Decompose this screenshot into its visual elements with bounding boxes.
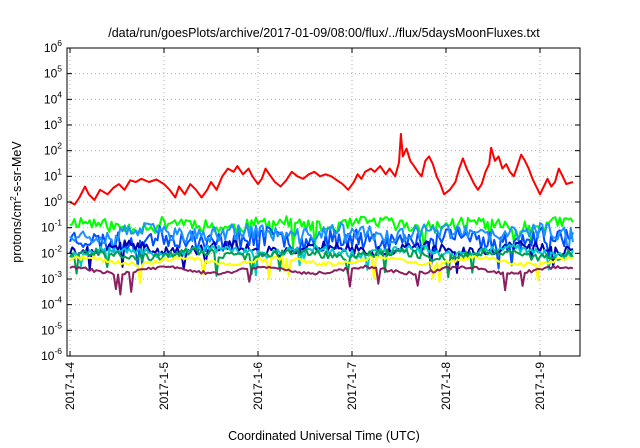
series-line-4 (69, 222, 574, 255)
y-axis-label-base: protons/cm (10, 201, 24, 263)
series-line-1 (69, 132, 574, 206)
y-tick-label: 10-6 (41, 346, 62, 363)
x-tick-label: 2017-1-6 (251, 362, 265, 410)
x-tick-label: 2017-1-8 (439, 362, 453, 410)
y-tick-exponent: 6 (57, 38, 62, 48)
y-tick-label: 105 (44, 64, 62, 81)
ticks-group (67, 47, 580, 357)
y-tick-exponent: -5 (54, 320, 62, 330)
grid (67, 48, 580, 356)
y-tick-mantissa: 10 (44, 92, 58, 106)
y-tick-exponent: 0 (57, 192, 62, 202)
y-tick-exponent: -2 (54, 243, 62, 253)
series-line-9 (69, 264, 574, 296)
y-tick-exponent: 3 (57, 115, 62, 125)
y-tick-label: 103 (44, 115, 62, 132)
y-tick-mantissa: 10 (44, 67, 58, 81)
y-tick-exponent: -3 (54, 269, 62, 279)
y-tick-label: 10-5 (41, 320, 62, 337)
y-tick-mantissa: 10 (41, 221, 55, 235)
y-tick-label: 100 (44, 192, 62, 209)
y-tick-mantissa: 10 (41, 349, 55, 363)
y-axis-label-sup: 2 (8, 196, 18, 201)
chart-title: /data/run/goesPlots/archive/2017-01-09/0… (108, 26, 540, 40)
y-tick-label: 10-4 (41, 295, 62, 312)
y-tick-mantissa: 10 (44, 169, 58, 183)
y-tick-mantissa: 10 (44, 144, 58, 158)
x-axis-label: Coordinated Universal Time (UTC) (228, 429, 420, 443)
y-tick-exponent: 2 (57, 141, 62, 151)
y-tick-mantissa: 10 (41, 246, 55, 260)
y-tick-mantissa: 10 (41, 298, 55, 312)
series-line-7 (69, 247, 574, 279)
y-tick-exponent: -1 (54, 218, 62, 228)
y-tick-mantissa: 10 (44, 118, 58, 132)
y-tick-label: 10-3 (41, 269, 62, 286)
y-tick-label: 101 (44, 166, 62, 183)
y-tick-mantissa: 10 (41, 323, 55, 337)
y-tick-label: 104 (44, 89, 62, 106)
x-tick-label: 2017-1-7 (345, 362, 359, 410)
x-tick-label: 2017-1-4 (63, 362, 77, 410)
series-line-8 (69, 255, 574, 285)
y-tick-exponent: -4 (54, 295, 62, 305)
y-tick-label: 106 (44, 38, 62, 55)
y-axis-label-rest: -s-sr-MeV (10, 141, 24, 197)
x-tick-labels: 2017-1-4 2017-1-5 2017-1-6 2017-1-7 2017-1-8… (63, 362, 547, 410)
x-tick-label: 2017-1-9 (533, 362, 547, 410)
y-tick-exponent: -6 (54, 346, 62, 356)
y-tick-label: 102 (44, 141, 62, 158)
x-tick-label: 2017-1-5 (157, 362, 171, 410)
y-tick-labels: 10-610-510-410-310-210-11001011021031041… (41, 38, 62, 363)
y-tick-exponent: 1 (57, 166, 62, 176)
y-tick-exponent: 4 (57, 89, 62, 99)
y-tick-mantissa: 10 (41, 272, 55, 286)
y-tick-exponent: 5 (57, 64, 62, 74)
series-group (69, 132, 574, 296)
y-axis-label: protons/cm2-s-sr-MeV (8, 141, 24, 263)
y-tick-mantissa: 10 (44, 195, 58, 209)
y-tick-label: 10-1 (41, 218, 62, 235)
y-tick-label: 10-2 (41, 243, 62, 260)
y-tick-mantissa: 10 (44, 41, 58, 55)
